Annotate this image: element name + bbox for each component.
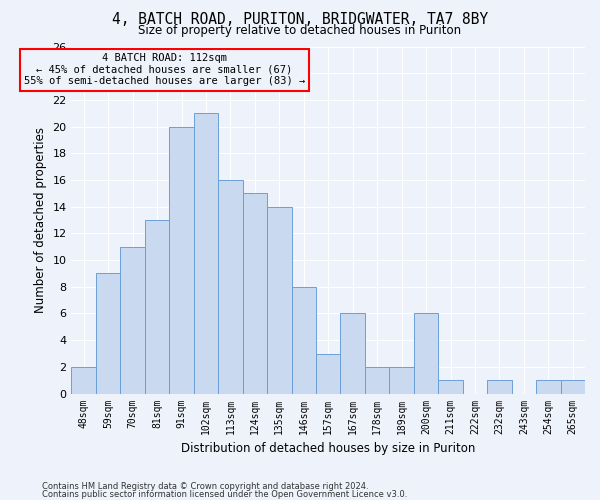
Bar	[487, 380, 512, 394]
Bar	[292, 287, 316, 394]
Bar	[340, 314, 365, 394]
Bar	[389, 367, 414, 394]
Bar	[414, 314, 438, 394]
Bar	[218, 180, 242, 394]
Bar	[71, 367, 96, 394]
X-axis label: Distribution of detached houses by size in Puriton: Distribution of detached houses by size …	[181, 442, 475, 455]
Bar	[145, 220, 169, 394]
Bar	[536, 380, 560, 394]
Bar	[194, 113, 218, 394]
Text: Contains HM Land Registry data © Crown copyright and database right 2024.: Contains HM Land Registry data © Crown c…	[42, 482, 368, 491]
Bar	[96, 274, 121, 394]
Text: 4 BATCH ROAD: 112sqm
← 45% of detached houses are smaller (67)
55% of semi-detac: 4 BATCH ROAD: 112sqm ← 45% of detached h…	[24, 53, 305, 86]
Bar	[242, 194, 267, 394]
Bar	[438, 380, 463, 394]
Text: Size of property relative to detached houses in Puriton: Size of property relative to detached ho…	[139, 24, 461, 37]
Bar	[316, 354, 340, 394]
Bar	[121, 246, 145, 394]
Y-axis label: Number of detached properties: Number of detached properties	[34, 127, 47, 313]
Text: 4, BATCH ROAD, PURITON, BRIDGWATER, TA7 8BY: 4, BATCH ROAD, PURITON, BRIDGWATER, TA7 …	[112, 12, 488, 28]
Bar	[560, 380, 585, 394]
Bar	[365, 367, 389, 394]
Bar	[267, 206, 292, 394]
Bar	[169, 126, 194, 394]
Text: Contains public sector information licensed under the Open Government Licence v3: Contains public sector information licen…	[42, 490, 407, 499]
